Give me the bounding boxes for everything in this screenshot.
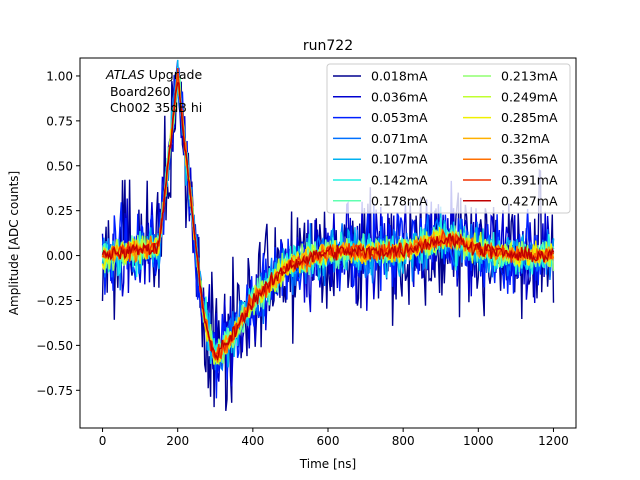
- chart-title: run722: [303, 38, 353, 54]
- legend-label: 0.391mA: [501, 173, 558, 188]
- y-tick-label: −0.50: [36, 339, 73, 353]
- x-tick-label: 800: [392, 434, 415, 448]
- x-tick-label: 1200: [538, 434, 569, 448]
- y-tick-label: 0.25: [46, 204, 73, 218]
- x-axis-label: Time [ns]: [299, 457, 356, 471]
- legend-label: 0.018mA: [371, 69, 428, 84]
- annotation: ATLAS Upgrade Board260 Ch002 35dB hi: [105, 67, 202, 115]
- y-axis: −0.75 −0.50 −0.25 0.00 0.25 0.50 0.75 1.00: [36, 69, 80, 398]
- annotation-board: Board260: [106, 84, 171, 99]
- legend-label: 0.178mA: [371, 193, 428, 208]
- legend-frame: [326, 63, 571, 214]
- legend-label: 0.053mA: [371, 110, 428, 125]
- x-tick-label: 200: [166, 434, 189, 448]
- legend-label: 0.036mA: [371, 89, 428, 104]
- x-axis: 0 200 400 600 800 1000 1200: [99, 428, 569, 448]
- legend-label: 0.285mA: [501, 110, 558, 125]
- series-line: [101, 82, 555, 361]
- svg-text:ATLAS Upgrade: ATLAS Upgrade: [105, 67, 202, 82]
- legend-label: 0.32mA: [501, 131, 550, 146]
- legend-label: 0.142mA: [371, 173, 428, 188]
- annotation-experiment-suffix: Upgrade: [145, 67, 203, 82]
- series-line: [102, 68, 555, 361]
- y-tick-label: 0.50: [46, 159, 73, 173]
- legend-label: 0.071mA: [371, 131, 428, 146]
- series-line: [101, 70, 555, 372]
- series-layer: [101, 59, 555, 411]
- legend-label: 0.356mA: [501, 152, 558, 167]
- legend-label: 0.427mA: [501, 193, 558, 208]
- y-tick-label: 0.00: [46, 249, 73, 263]
- x-tick-label: 0: [99, 434, 107, 448]
- legend-label: 0.107mA: [371, 152, 428, 167]
- legend-label: 0.213mA: [501, 69, 558, 84]
- annotation-experiment: ATLAS: [105, 67, 145, 82]
- y-axis-label: Amplitude [ADC counts]: [7, 171, 21, 315]
- x-tick-label: 400: [241, 434, 264, 448]
- annotation-channel: Ch002 35dB hi: [106, 100, 202, 115]
- y-tick-label: −0.75: [36, 384, 73, 398]
- x-tick-label: 1000: [463, 434, 494, 448]
- legend: 0.018mA 0.036mA 0.053mA 0.071mA 0.107mA 0.142…: [326, 63, 571, 214]
- y-tick-label: 1.00: [46, 69, 73, 83]
- y-tick-label: 0.75: [46, 114, 73, 128]
- legend-label: 0.249mA: [501, 89, 558, 104]
- y-tick-label: −0.25: [36, 294, 73, 308]
- x-tick-label: 600: [317, 434, 340, 448]
- series-line: [102, 78, 555, 363]
